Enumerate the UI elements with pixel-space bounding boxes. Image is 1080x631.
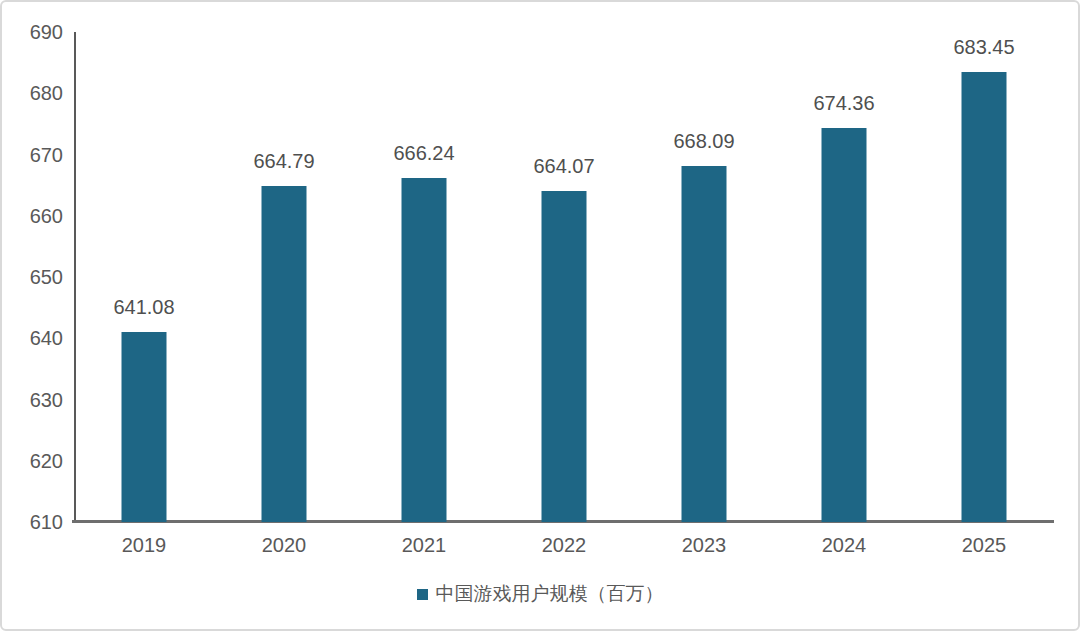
bar-group: 641.082019 — [74, 32, 214, 522]
bar — [402, 178, 447, 522]
x-tick-label: 2025 — [962, 535, 1007, 555]
bar-value-label: 664.79 — [253, 151, 314, 171]
y-tick-label: 690 — [30, 22, 63, 42]
bar — [822, 128, 867, 522]
plot-area: 610620630640650660670680690641.082019664… — [74, 32, 1054, 522]
bar-group: 666.242021 — [354, 32, 494, 522]
x-tick-label: 2024 — [822, 535, 867, 555]
bar — [122, 332, 167, 522]
bar — [962, 72, 1007, 522]
y-tick-label: 650 — [30, 267, 63, 287]
chart-frame: 610620630640650660670680690641.082019664… — [0, 0, 1080, 631]
bar-value-label: 666.24 — [393, 143, 454, 163]
x-tick-label: 2021 — [402, 535, 447, 555]
y-tick-label: 630 — [30, 390, 63, 410]
y-tick-label: 670 — [30, 145, 63, 165]
bar — [262, 186, 307, 522]
bar-value-label: 664.07 — [533, 156, 594, 176]
legend: 中国游戏用户规模（百万） — [2, 581, 1078, 607]
bar-group: 674.362024 — [774, 32, 914, 522]
x-tick-label: 2022 — [542, 535, 587, 555]
bar — [682, 166, 727, 522]
x-tick-label: 2019 — [122, 535, 167, 555]
bar-value-label: 668.09 — [673, 131, 734, 151]
x-tick-label: 2020 — [262, 535, 307, 555]
bar-group: 683.452025 — [914, 32, 1054, 522]
bar-group: 664.072022 — [494, 32, 634, 522]
y-tick-label: 620 — [30, 451, 63, 471]
y-tick-label: 660 — [30, 206, 63, 226]
y-tick-label: 610 — [30, 512, 63, 532]
bar-value-label: 674.36 — [813, 93, 874, 113]
y-tick-label: 640 — [30, 328, 63, 348]
bar-value-label: 683.45 — [953, 37, 1014, 57]
bar — [542, 191, 587, 522]
bar-group: 668.092023 — [634, 32, 774, 522]
legend-label: 中国游戏用户规模（百万） — [436, 581, 664, 607]
legend-marker-square — [417, 589, 428, 600]
bar-value-label: 641.08 — [113, 297, 174, 317]
bar-group: 664.792020 — [214, 32, 354, 522]
x-tick-label: 2023 — [682, 535, 727, 555]
y-tick-label: 680 — [30, 83, 63, 103]
